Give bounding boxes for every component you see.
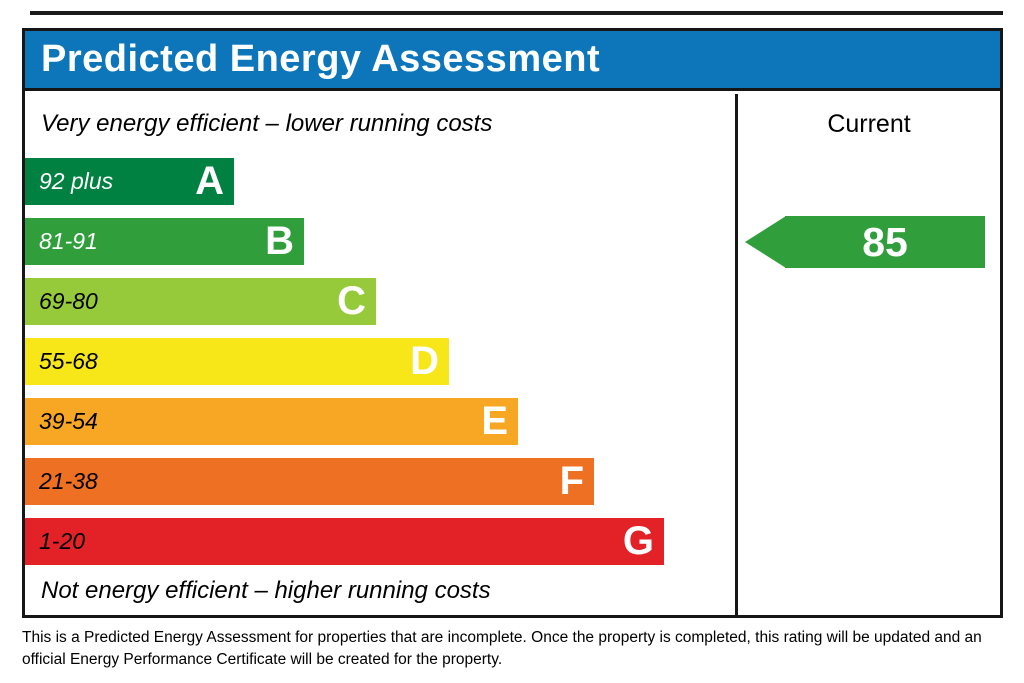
rating-bands: 92 plus A 81-91 B 69-80 C 55-68 D	[25, 158, 735, 578]
current-rating-value: 85	[862, 218, 908, 265]
current-header: Current	[827, 110, 911, 138]
band-b-letter: B	[265, 218, 294, 263]
bottom-caption: Not energy efficient – higher running co…	[41, 577, 491, 604]
band-d-letter: D	[410, 338, 439, 383]
title-bar: Predicted Energy Assessment	[25, 31, 1000, 91]
band-f-range: 21-38	[39, 468, 98, 494]
band-b-range: 81-91	[39, 228, 98, 254]
rating-scale: Very energy efficient – lower running co…	[25, 94, 735, 615]
top-divider	[30, 11, 1003, 15]
assessment-content: Very energy efficient – lower running co…	[25, 94, 1000, 615]
band-b: 81-91 B	[25, 218, 304, 265]
arrow-body: 85	[785, 216, 985, 268]
footer-line-2: official Energy Performance Certificate …	[22, 651, 503, 668]
page-title: Predicted Energy Assessment	[41, 38, 601, 80]
band-g-range: 1-20	[39, 528, 86, 554]
current-rating-arrow: 85	[745, 216, 985, 268]
band-f-letter: F	[559, 458, 584, 503]
band-a-letter: A	[195, 158, 224, 203]
band-a: 92 plus A	[25, 158, 234, 205]
band-d: 55-68 D	[25, 338, 449, 385]
band-e-letter: E	[481, 398, 508, 443]
band-e-range: 39-54	[39, 408, 98, 434]
band-a-range: 92 plus	[39, 168, 114, 194]
footer-line-1: This is a Predicted Energy Assessment fo…	[22, 629, 982, 646]
band-g-letter: G	[622, 518, 654, 563]
top-caption: Very energy efficient – lower running co…	[41, 110, 493, 137]
arrow-left-tip-icon	[745, 216, 786, 268]
footer-note: This is a Predicted Energy Assessment fo…	[22, 627, 982, 671]
band-g: 1-20 G	[25, 518, 664, 565]
band-d-range: 55-68	[39, 348, 98, 374]
band-c-range: 69-80	[39, 288, 98, 314]
band-c-letter: C	[337, 278, 366, 323]
band-c: 69-80 C	[25, 278, 376, 325]
band-f: 21-38 F	[25, 458, 594, 505]
band-e: 39-54 E	[25, 398, 518, 445]
current-column: Current 85	[735, 94, 1000, 615]
assessment-box: Predicted Energy Assessment Very energy …	[22, 28, 1003, 618]
